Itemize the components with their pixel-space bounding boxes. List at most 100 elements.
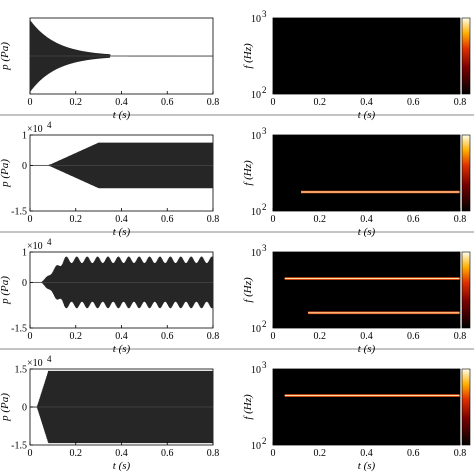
x-tick-label: 0.2: [314, 214, 327, 225]
y-axis-label: p (Pa): [0, 276, 11, 305]
x-tick-label: 0.2: [70, 331, 83, 342]
x-axis-label: t (s): [358, 343, 376, 355]
x-tick-label: 0.4: [115, 214, 128, 225]
x-tick-label: 0: [28, 97, 33, 108]
y-tick-exponent: 3: [262, 243, 267, 253]
x-axis-label: t (s): [113, 226, 131, 238]
y-tick-label: -1.5: [11, 324, 27, 335]
x-tick-label: 0.8: [454, 331, 467, 342]
x-tick-label: 0.2: [314, 448, 327, 459]
colorbar: [461, 251, 471, 329]
pressure-signal: [29, 370, 214, 444]
y-tick-label: 10: [251, 441, 261, 452]
x-tick-label: 0.6: [161, 331, 174, 342]
waveform-panel-3: 10-1.5×10 40 0.2 0.4 0.6 0.8t (s)p (Pa): [0, 237, 219, 355]
x-tick-label: 0: [28, 448, 33, 459]
colorbar: [461, 368, 471, 446]
y-tick-label: -1.5: [11, 207, 27, 218]
y-exponent-label: ×10: [27, 124, 43, 135]
y-axis-label: f (Hz): [242, 394, 254, 420]
y-tick-exponent: 2: [262, 319, 267, 329]
y-exponent-power: 4: [47, 120, 52, 130]
x-tick-label: 0.2: [314, 97, 327, 108]
y-axis-label: f (Hz): [242, 43, 254, 69]
y-axis-label: f (Hz): [242, 160, 254, 186]
y-exponent-power: 4: [47, 354, 52, 364]
y-axis-label: f (Hz): [242, 277, 254, 303]
x-tick-label: 0.6: [161, 214, 174, 225]
colorbar: [461, 17, 471, 95]
x-tick-label: 0.4: [360, 214, 373, 225]
x-tick-label: 0.6: [407, 214, 420, 225]
y-tick-label: 1: [22, 131, 27, 142]
spectrogram-panel-2: 10 310 20 0.2 0.4 0.6 0.8t (s)f (Hz): [242, 126, 471, 238]
x-tick-label: 0: [28, 331, 33, 342]
x-tick-label: 0: [271, 214, 276, 225]
x-tick-label: 0.8: [207, 97, 220, 108]
y-tick-exponent: 2: [262, 202, 267, 212]
y-tick-label: 10: [251, 131, 261, 142]
spectrogram-area: [273, 18, 460, 94]
x-tick-label: 0.4: [115, 97, 128, 108]
x-tick-label: 0.8: [207, 214, 220, 225]
y-tick-label: 1: [22, 248, 27, 259]
x-tick-label: 0.8: [207, 448, 220, 459]
y-tick-label: 0: [22, 403, 27, 414]
y-axis-label: p (Pa): [0, 159, 11, 188]
x-tick-label: 0.6: [161, 97, 174, 108]
x-axis-label: t (s): [113, 343, 131, 355]
x-tick-label: 0.4: [360, 448, 373, 459]
y-axis-label: p (Pa): [0, 393, 11, 422]
x-tick-label: 0.8: [454, 97, 467, 108]
y-axis-label: p (Pa): [0, 42, 11, 71]
x-tick-label: 0.6: [407, 97, 420, 108]
spectrogram-area: [273, 252, 460, 328]
x-axis-label: t (s): [113, 460, 131, 472]
x-axis-label: t (s): [358, 109, 376, 121]
colorbar: [461, 134, 471, 212]
x-tick-label: 0: [271, 97, 276, 108]
y-tick-exponent: 3: [262, 9, 267, 19]
y-tick-label: 10: [251, 248, 261, 259]
x-tick-label: 0.8: [454, 448, 467, 459]
spectrogram-panel-1: 10 310 20 0.2 0.4 0.6 0.8t (s)f (Hz): [242, 9, 471, 121]
pressure-signal: [29, 142, 214, 189]
x-tick-label: 0.4: [115, 448, 128, 459]
x-tick-label: 0.4: [360, 331, 373, 342]
y-exponent-power: 4: [47, 237, 52, 247]
x-tick-label: 0.2: [70, 214, 83, 225]
y-tick-label: 10: [251, 324, 261, 335]
y-tick-label: -1.5: [11, 441, 27, 452]
y-tick-exponent: 3: [262, 126, 267, 136]
x-tick-label: 0.2: [70, 448, 83, 459]
waveform-panel-4: 1.50-1.5×10 40 0.2 0.4 0.6 0.8t (s)p (Pa): [0, 354, 219, 472]
y-tick-exponent: 2: [262, 436, 267, 446]
x-tick-label: 0.2: [314, 331, 327, 342]
waveform-panel-2: 10-1.5×10 40 0.2 0.4 0.6 0.8t (s)p (Pa): [0, 120, 219, 238]
spectrogram-area: [273, 369, 460, 445]
x-tick-label: 0.2: [70, 97, 83, 108]
x-tick-label: 0.4: [115, 331, 128, 342]
x-tick-label: 0.8: [207, 331, 220, 342]
spectrogram-panel-3: 10 310 20 0.2 0.4 0.6 0.8t (s)f (Hz): [242, 243, 471, 355]
y-tick-label: 0: [22, 161, 27, 172]
waveform-panel-1: 0 0.2 0.4 0.6 0.8 t (s) p (Pa): [0, 17, 220, 121]
spectrogram-panel-4: 10 310 20 0.2 0.4 0.6 0.8t (s)f (Hz): [242, 360, 471, 472]
y-tick-label: 0: [22, 278, 27, 289]
row-separators: [0, 114, 474, 350]
x-tick-label: 0.6: [407, 331, 420, 342]
x-axis-label: t (s): [358, 460, 376, 472]
y-tick-label: 10: [251, 365, 261, 376]
spectrogram-area: [273, 135, 460, 211]
pressure-signal: [29, 256, 214, 309]
x-tick-label: 0.6: [407, 448, 420, 459]
x-tick-label: 0: [271, 448, 276, 459]
y-exponent-label: ×10: [27, 241, 43, 252]
y-tick-label: 10: [251, 207, 261, 218]
y-tick-label: 10: [251, 90, 261, 101]
y-tick-exponent: 3: [262, 360, 267, 370]
y-tick-label: 10: [251, 14, 261, 25]
x-axis-label: t (s): [358, 226, 376, 238]
y-tick-label: 1.5: [15, 365, 28, 376]
